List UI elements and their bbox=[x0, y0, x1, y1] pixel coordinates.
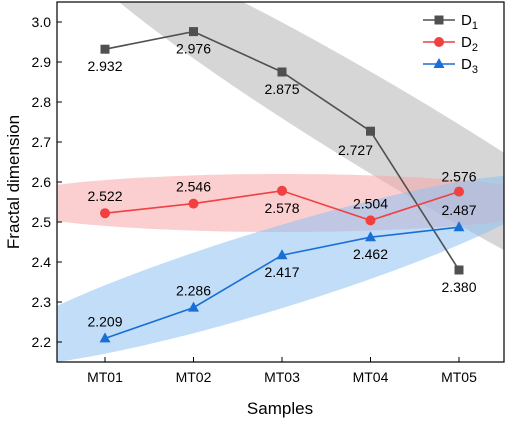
data-label-d3: 2.209 bbox=[87, 313, 122, 329]
data-point-d2 bbox=[365, 215, 376, 226]
x-tick-label: MT01 bbox=[87, 369, 123, 385]
y-tick-label: 2.6 bbox=[32, 174, 52, 190]
data-label-d1: 2.976 bbox=[176, 41, 211, 57]
data-labels: 2.932 2.976 2.875 2.727 2.380 2.522 2.546 2.578… bbox=[87, 41, 476, 330]
y-tick-label: 3.0 bbox=[32, 14, 52, 30]
data-point-d2 bbox=[100, 208, 110, 219]
data-point-d1 bbox=[100, 44, 110, 54]
y-axis-title: Fractal dimension bbox=[4, 115, 23, 249]
data-point-d2 bbox=[277, 185, 287, 196]
legend-label: D3 bbox=[461, 56, 478, 76]
confidence-ellipses bbox=[57, 2, 504, 362]
data-point-d1 bbox=[454, 265, 464, 275]
legend-marker bbox=[434, 15, 444, 25]
data-label-d1: 2.380 bbox=[441, 279, 476, 295]
y-tick-label: 2.5 bbox=[32, 214, 52, 230]
data-point-d1 bbox=[277, 67, 287, 77]
data-label-d3: 2.286 bbox=[176, 283, 211, 299]
data-label-d1: 2.727 bbox=[338, 142, 373, 158]
legend-label: D2 bbox=[461, 34, 478, 54]
data-label-d2: 2.546 bbox=[176, 179, 211, 195]
data-point-d3 bbox=[188, 301, 199, 312]
y-tick-label: 2.4 bbox=[32, 254, 52, 270]
legend-item-d2: D2 bbox=[423, 34, 478, 54]
x-axis-title: Samples bbox=[247, 399, 313, 418]
data-label-d3: 2.462 bbox=[353, 246, 388, 262]
series-markers bbox=[99, 27, 465, 343]
data-label-d3: 2.417 bbox=[264, 264, 299, 280]
data-point-d2 bbox=[188, 198, 199, 209]
legend-item-d1: D1 bbox=[423, 12, 478, 32]
data-label-d2: 2.578 bbox=[264, 200, 299, 216]
data-point-d3 bbox=[276, 249, 288, 260]
data-label-d1: 2.875 bbox=[264, 81, 299, 97]
y-tick-label: 2.9 bbox=[32, 54, 52, 70]
x-tick-label: MT02 bbox=[176, 369, 212, 385]
y-tick-label: 2.8 bbox=[32, 94, 52, 110]
data-point-d1 bbox=[189, 27, 198, 37]
legend-marker bbox=[433, 58, 445, 68]
legend-item-d3: D3 bbox=[423, 56, 478, 76]
legend-label: D1 bbox=[461, 12, 478, 32]
data-point-d2 bbox=[454, 186, 464, 197]
data-label-d3: 2.487 bbox=[441, 202, 476, 218]
data-point-d1 bbox=[366, 126, 375, 136]
x-axis: MT01 MT02 MT03 MT04 MT05 bbox=[87, 357, 477, 385]
legend-marker bbox=[434, 37, 444, 47]
data-point-d3 bbox=[99, 332, 111, 343]
x-tick-label: MT05 bbox=[441, 369, 477, 385]
y-tick-label: 2.3 bbox=[32, 294, 52, 310]
x-tick-label: MT03 bbox=[264, 369, 300, 385]
y-axis: 2.2 2.3 2.4 2.5 2.6 2.7 2.8 2.9 3.0 bbox=[32, 14, 62, 350]
confidence-band-d3 bbox=[57, 174, 504, 362]
data-label-d2: 2.576 bbox=[441, 169, 476, 185]
data-label-d2: 2.504 bbox=[353, 195, 388, 211]
y-tick-label: 2.7 bbox=[32, 134, 52, 150]
data-label-d1: 2.932 bbox=[87, 58, 122, 74]
data-label-d2: 2.522 bbox=[87, 188, 122, 204]
data-point-d3 bbox=[453, 221, 465, 232]
confidence-band-d1 bbox=[64, 2, 504, 345]
x-tick-label: MT04 bbox=[353, 369, 389, 385]
y-tick-label: 2.2 bbox=[32, 334, 52, 350]
data-point-d3 bbox=[365, 231, 376, 242]
